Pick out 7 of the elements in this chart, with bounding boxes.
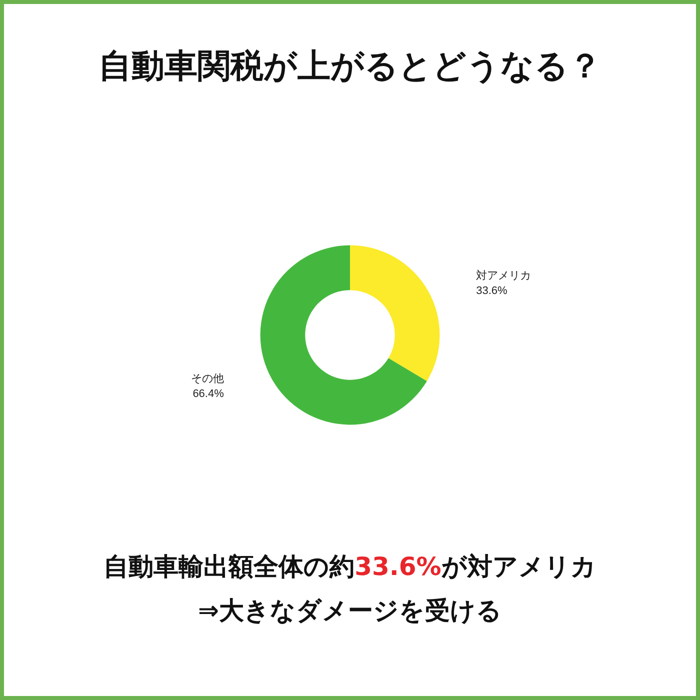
chart-title: 自動車関税が上がるとどうなる？: [98, 45, 602, 87]
data-label: 66.4%: [192, 388, 224, 400]
text: ⇒大きなダメージを受ける: [197, 595, 503, 627]
text: 自動車輸出額全体の約33.6%が対アメリカ: [102, 551, 598, 583]
data-label: 33.6%: [476, 284, 508, 297]
slice-label: その他: [190, 373, 224, 386]
slice-label: 対アメリカ: [476, 268, 532, 282]
